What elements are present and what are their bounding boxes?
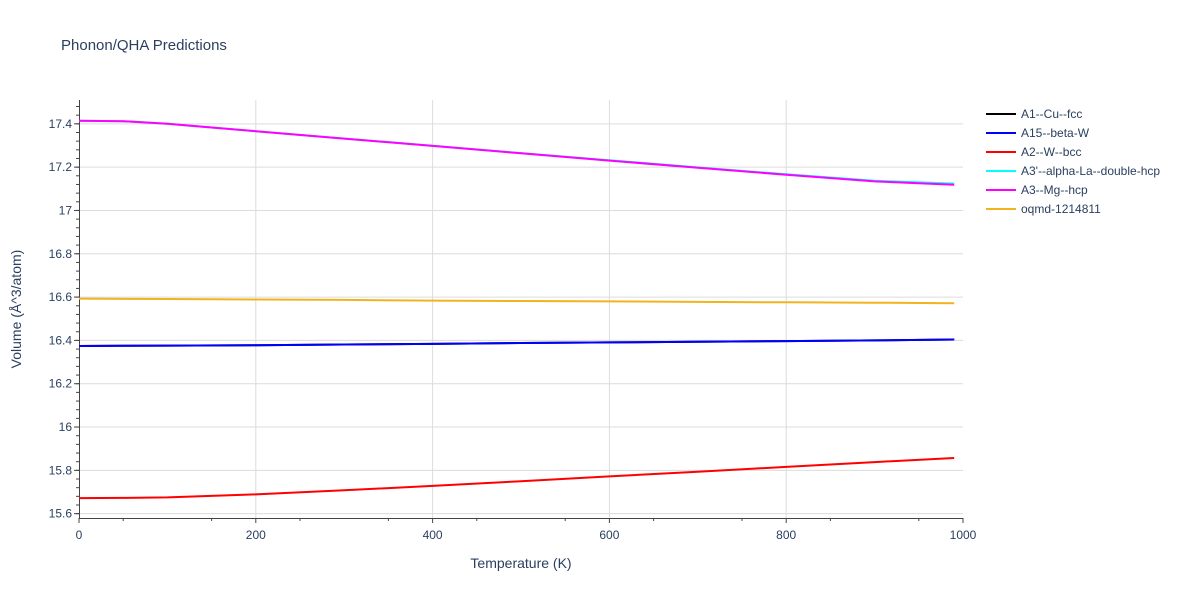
axes: [79, 100, 963, 519]
y-tick-label: 17: [59, 203, 73, 217]
legend-label: A3'--alpha-La--double-hcp: [1021, 164, 1160, 178]
x-tick-label: 800: [776, 528, 796, 542]
x-tick-label: 400: [423, 528, 443, 542]
legend-label: oqmd-1214811: [1021, 202, 1101, 216]
x-tick-label: 600: [599, 528, 619, 542]
x-tick-label: 1000: [950, 528, 977, 542]
x-tick-label: 0: [76, 528, 83, 542]
series-line-oqmd-1214811: [78, 297, 955, 305]
x-axis-title: Temperature (K): [470, 555, 571, 571]
series-lines: [78, 119, 955, 500]
y-tick-label: 17.2: [49, 160, 73, 174]
chart-title: Phonon/QHA Predictions: [61, 37, 227, 54]
legend-label: A1--Cu--fcc: [1021, 107, 1082, 121]
y-tick-label: 16.8: [49, 247, 73, 261]
legend-label: A2--W--bcc: [1021, 145, 1081, 159]
y-tick-label: 16.2: [49, 377, 73, 391]
y-axis-title: Volume (Å^3/atom): [8, 250, 24, 369]
grid: [79, 100, 963, 518]
x-tick-label: 200: [246, 528, 266, 542]
y-tick-label: 16.6: [49, 290, 73, 304]
y-tick-label: 16.4: [49, 333, 73, 347]
legend-label: A3--Mg--hcp: [1021, 183, 1088, 197]
ticks: 0 200 400 600 800 1000 15.6 15.8 16 16.2 16.4 16.6 1…: [49, 105, 977, 542]
y-tick-label: 15.8: [49, 463, 73, 477]
y-tick-label: 16: [59, 420, 73, 434]
legend: A1--Cu--fcc A15--beta-W A2--W--bcc A3'--alp…: [986, 107, 1160, 216]
y-tick-label: 17.4: [49, 117, 73, 131]
legend-label: A15--beta-W: [1021, 126, 1090, 140]
series-line-a2-w-bcc: [78, 457, 955, 500]
y-tick-label: 15.6: [49, 507, 73, 521]
series-line-a15-beta-w: [78, 338, 955, 347]
series-line-a3-mg-hcp: [78, 119, 955, 186]
